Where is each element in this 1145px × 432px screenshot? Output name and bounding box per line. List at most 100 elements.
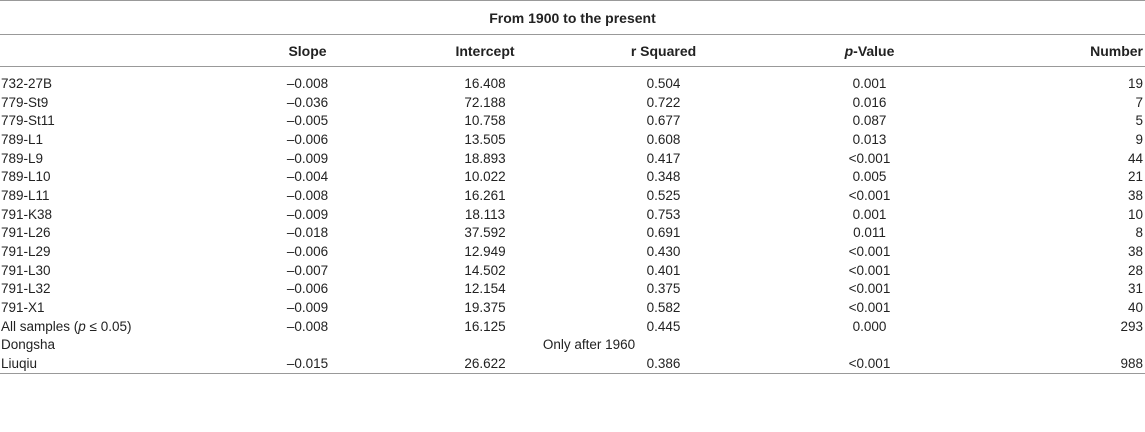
cell-r-squared: 0.348: [646, 169, 681, 185]
cell-number: 40: [1127, 300, 1143, 316]
cell-number: 19: [1127, 75, 1143, 91]
cell-intercept: 12.949: [464, 244, 506, 260]
cell-slope: –0.006: [286, 244, 329, 260]
cell-slope: –0.015: [205, 354, 410, 375]
cell-number: 9: [1135, 131, 1143, 147]
table-row: 791-X1 –0.009 19.375 0.582 <0.001 40: [0, 298, 1145, 317]
cell-intercept: 18.113: [464, 206, 506, 222]
cell-site: 789-L9: [1, 150, 44, 166]
cell-intercept: 14.502: [464, 262, 506, 278]
cell-r-squared: 0.417: [646, 150, 681, 166]
table-row: 791-L30 –0.007 14.502 0.401 <0.001 28: [0, 261, 1145, 280]
table-row: 779-St9 –0.036 72.188 0.722 0.016 7: [0, 93, 1145, 112]
cell-intercept: 10.758: [464, 113, 506, 129]
cell-intercept: 16.125: [464, 318, 506, 334]
table-row: 789-L11 –0.008 16.261 0.525 <0.001 38: [0, 186, 1145, 205]
cell-number: 988: [972, 354, 1145, 375]
header-r-squared: r Squared: [560, 34, 767, 67]
cell-slope: –0.005: [286, 113, 329, 129]
cell-p-value: 0.087: [852, 113, 887, 129]
cell-p-value: 0.001: [852, 206, 887, 222]
table-row-all-samples: All samples (p ≤ 0.05) –0.008 16.125 0.445 0…: [0, 317, 1145, 336]
cell-r-squared: 0.753: [646, 206, 681, 222]
cell-r-squared: 0.582: [646, 300, 681, 316]
cell-p-value: 0.011: [853, 225, 886, 241]
header-slope: Slope: [205, 34, 410, 67]
cell-intercept: 18.893: [464, 150, 506, 166]
cell-r-squared: 0.386: [560, 354, 767, 375]
cell-intercept: 19.375: [464, 300, 506, 316]
table-row: 789-L9 –0.009 18.893 0.417 <0.001 44: [0, 149, 1145, 168]
cell-intercept: 72.188: [464, 94, 506, 110]
table-row: 791-K38 –0.009 18.113 0.753 0.001 10: [0, 205, 1145, 224]
cell-p-value: <0.001: [848, 262, 891, 278]
header-p-italic: p: [844, 42, 854, 59]
table-row: 779-St11 –0.005 10.758 0.677 0.087 5: [0, 111, 1145, 130]
cell-site: 791-X1: [1, 300, 45, 316]
cell-p-value: <0.001: [848, 150, 891, 166]
cell-p-value: <0.001: [848, 281, 891, 297]
cell-slope: –0.009: [286, 150, 329, 166]
table-row: 789-L10 –0.004 10.022 0.348 0.005 21: [0, 167, 1145, 186]
cell-p-value: 0.005: [852, 169, 887, 185]
cell-number: 8: [1135, 225, 1143, 241]
cell-number: 38: [1127, 187, 1143, 203]
cell-site: 791-L29: [1, 244, 51, 260]
cell-site: 791-L32: [1, 281, 51, 297]
cell-site: 789-L11: [1, 187, 50, 203]
cell-slope: –0.018: [286, 225, 329, 241]
cell-p-value: 0.000: [852, 318, 887, 334]
cell-p-value: <0.001: [848, 300, 891, 316]
table-title-row: From 1900 to the present: [0, 0, 1145, 35]
cell-slope: –0.004: [286, 169, 329, 185]
cell-site: Liuqiu: [0, 354, 205, 375]
cell-intercept: 13.505: [464, 131, 506, 147]
header-intercept: Intercept: [410, 34, 560, 67]
cell-site: 732-27B: [1, 75, 53, 91]
table-row-liuqiu: Liuqiu –0.015 26.622 0.386 <0.001 988: [0, 354, 1145, 375]
table-row: 789-L1 –0.006 13.505 0.608 0.013 9: [0, 130, 1145, 149]
cell-intercept: 37.592: [464, 225, 506, 241]
all-samples-label-prefix: All samples (: [1, 318, 79, 334]
cell-site-all-samples: All samples (p ≤ 0.05): [0, 317, 205, 336]
cell-note: Only after 1960: [542, 337, 636, 353]
header-site: [0, 34, 205, 67]
cell-r-squared: 0.677: [646, 113, 681, 129]
cell-slope: –0.009: [286, 300, 329, 316]
cell-number: 21: [1127, 169, 1143, 185]
cell-p-value: <0.001: [848, 244, 891, 260]
cell-slope: –0.008: [286, 318, 329, 334]
cell-r-squared: 0.722: [646, 94, 681, 110]
header-p-suffix: -Value: [853, 42, 895, 59]
spacer-row: [0, 67, 1145, 75]
cell-site: 791-K38: [1, 206, 53, 222]
cell-site: 791-L26: [1, 225, 51, 241]
cell-site: 779-St11: [1, 113, 55, 129]
cell-r-squared: 0.608: [646, 131, 681, 147]
table-row: 732-27B –0.008 16.408 0.504 0.001 19: [0, 74, 1145, 93]
table-row: 791-L29 –0.006 12.949 0.430 <0.001 38: [0, 242, 1145, 261]
cell-slope: –0.008: [286, 187, 329, 203]
cell-r-squared: 0.445: [646, 318, 681, 334]
header-number: Number: [972, 34, 1145, 67]
cell-p-value: 0.013: [852, 131, 887, 147]
cell-number: 31: [1127, 281, 1143, 297]
cell-number: 7: [1135, 94, 1143, 110]
cell-intercept: 26.622: [410, 354, 560, 375]
cell-slope: –0.009: [286, 206, 329, 222]
cell-number: 38: [1127, 244, 1143, 260]
cell-p-value: <0.001: [848, 187, 891, 203]
cell-site: Dongsha: [1, 337, 56, 353]
cell-intercept: 16.261: [464, 187, 506, 203]
cell-r-squared: 0.525: [646, 187, 681, 203]
cell-r-squared: 0.691: [646, 225, 681, 241]
cell-r-squared: 0.430: [646, 244, 681, 260]
cell-slope: –0.006: [286, 281, 329, 297]
cell-intercept: 16.408: [464, 75, 506, 91]
table-title: From 1900 to the present: [0, 0, 1145, 35]
regression-table: From 1900 to the present Slope Intercept…: [0, 0, 1145, 375]
header-p-value: p-Value: [767, 34, 972, 67]
cell-site: 789-L10: [1, 169, 51, 185]
table-row: 791-L32 –0.006 12.154 0.375 <0.001 31: [0, 280, 1145, 299]
